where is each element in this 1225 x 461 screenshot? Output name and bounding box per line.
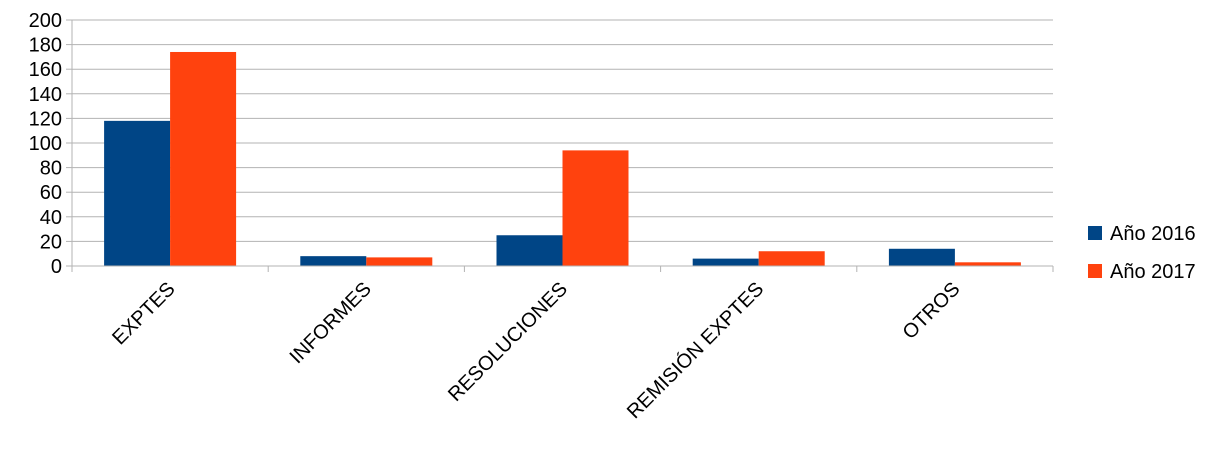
legend-swatch-2016	[1088, 226, 1102, 240]
bar-2017-0	[170, 51, 237, 267]
x-tick-label: OTROS	[899, 278, 965, 344]
legend-label-2016: Año 2016	[1110, 223, 1196, 245]
y-tick-label: 180	[29, 35, 62, 57]
y-tick-label: 60	[40, 182, 62, 204]
x-axis: EXPTES INFORMES RESOLUCIONES REMISIÓN EXPTE…	[71, 265, 1054, 423]
y-tick-label: 200	[29, 10, 62, 32]
x-tick-label: REMISIÓN EXPTES	[622, 277, 768, 423]
bar-2017-3	[758, 251, 825, 266]
bar-2017-1	[366, 257, 433, 266]
x-tick-label: EXPTES	[108, 278, 179, 349]
legend-swatch-2017	[1088, 264, 1102, 278]
y-tick-label: 0	[51, 256, 62, 278]
y-tick-label: 20	[40, 231, 62, 253]
y-tick-label: 120	[29, 108, 62, 130]
bar-2017-2	[562, 150, 629, 266]
legend-label-2017: Año 2017	[1110, 261, 1196, 283]
y-tick-label: 80	[40, 158, 62, 180]
bar-2017-4	[954, 262, 1021, 266]
y-tick-label: 140	[29, 84, 62, 106]
bars	[104, 51, 1021, 267]
y-tick-label: 100	[29, 133, 62, 155]
legend: Año 2016 Año 2017	[1088, 223, 1196, 283]
y-tick-label: 160	[29, 59, 62, 81]
bar-2016-2	[496, 235, 563, 266]
x-tick-label: RESOLUCIONES	[444, 278, 572, 406]
bar-2016-4	[888, 248, 955, 266]
bar-2016-1	[300, 256, 367, 266]
bar-2016-0	[104, 120, 171, 266]
bar-2016-3	[692, 258, 759, 266]
x-tick-label: INFORMES	[286, 278, 376, 368]
y-tick-label: 40	[40, 207, 62, 229]
